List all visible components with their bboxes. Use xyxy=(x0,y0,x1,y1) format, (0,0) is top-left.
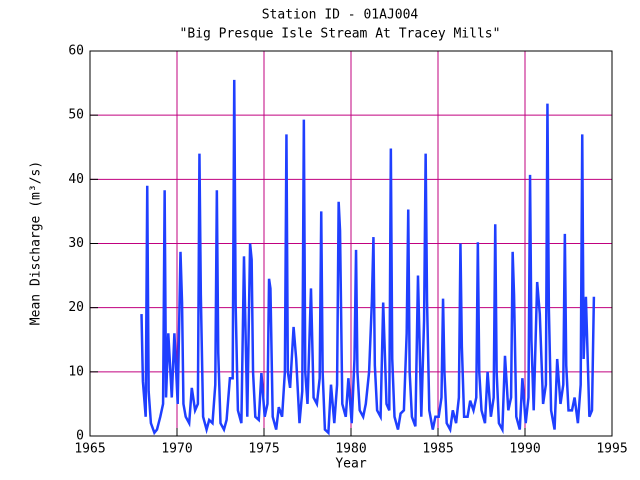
plot-frame xyxy=(89,50,613,437)
y-axis-label: Mean Discharge (m³/s) xyxy=(29,161,44,325)
x-tick-label: 1970 xyxy=(161,442,192,457)
y-tick-label: 40 xyxy=(68,172,84,187)
y-tick-label: 10 xyxy=(68,364,84,379)
x-tick-label: 1980 xyxy=(335,442,366,457)
discharge-line xyxy=(140,79,596,436)
x-tick-label: 1990 xyxy=(509,442,540,457)
x-axis-label: Year xyxy=(335,457,366,472)
y-tick-label: 50 xyxy=(68,108,84,123)
chart-title: Station ID - 01AJ004 xyxy=(262,8,419,23)
y-tick-label: 30 xyxy=(68,236,84,251)
y-tick-label: 20 xyxy=(68,300,84,315)
chart-subtitle: "Big Presque Isle Stream At Tracey Mills… xyxy=(180,27,501,42)
x-tick-label: 1975 xyxy=(248,442,279,457)
y-tick-label: 60 xyxy=(68,44,84,59)
x-tick-label: 1985 xyxy=(422,442,453,457)
x-tick-label: 1965 xyxy=(74,442,105,457)
y-tick-label: 0 xyxy=(76,429,84,444)
x-tick-label: 1995 xyxy=(596,442,627,457)
